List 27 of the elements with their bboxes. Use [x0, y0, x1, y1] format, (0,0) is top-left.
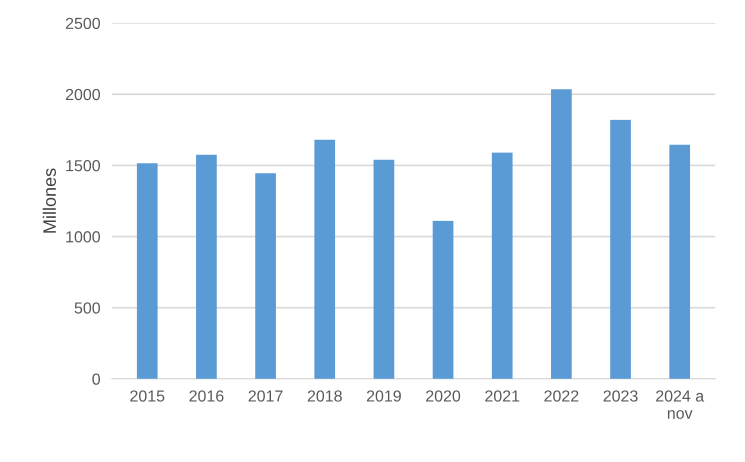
y-tick-label: 1500 [66, 160, 100, 172]
bar [314, 140, 336, 379]
bar [610, 120, 631, 379]
bar [551, 89, 572, 379]
x-tick-label: 2016 [189, 390, 224, 402]
x-tick-label: 2024 a nov [656, 390, 704, 419]
x-tick-label: 2023 [604, 390, 638, 402]
y-tick-label: 2500 [66, 18, 100, 30]
x-tick-label: 2018 [308, 390, 342, 402]
x-tick-label: 2017 [248, 390, 283, 402]
bar [136, 163, 158, 379]
y-tick-label: 0 [92, 373, 100, 385]
bar [669, 144, 690, 379]
x-tick-label: 2021 [485, 390, 520, 402]
bar [492, 152, 513, 379]
y-tick-label: 1000 [66, 231, 100, 242]
bar [255, 173, 276, 379]
y-axis-title: Millones [42, 168, 56, 233]
bar [432, 220, 454, 379]
bar [196, 154, 217, 379]
x-tick-label: 2022 [544, 390, 578, 402]
y-tick-label: 2000 [66, 88, 100, 100]
x-tick-label: 2015 [130, 390, 164, 402]
bar [374, 160, 394, 379]
x-tick-label: 2020 [426, 390, 460, 402]
y-tick-label: 500 [74, 302, 100, 314]
x-tick-label: 2019 [366, 390, 401, 402]
